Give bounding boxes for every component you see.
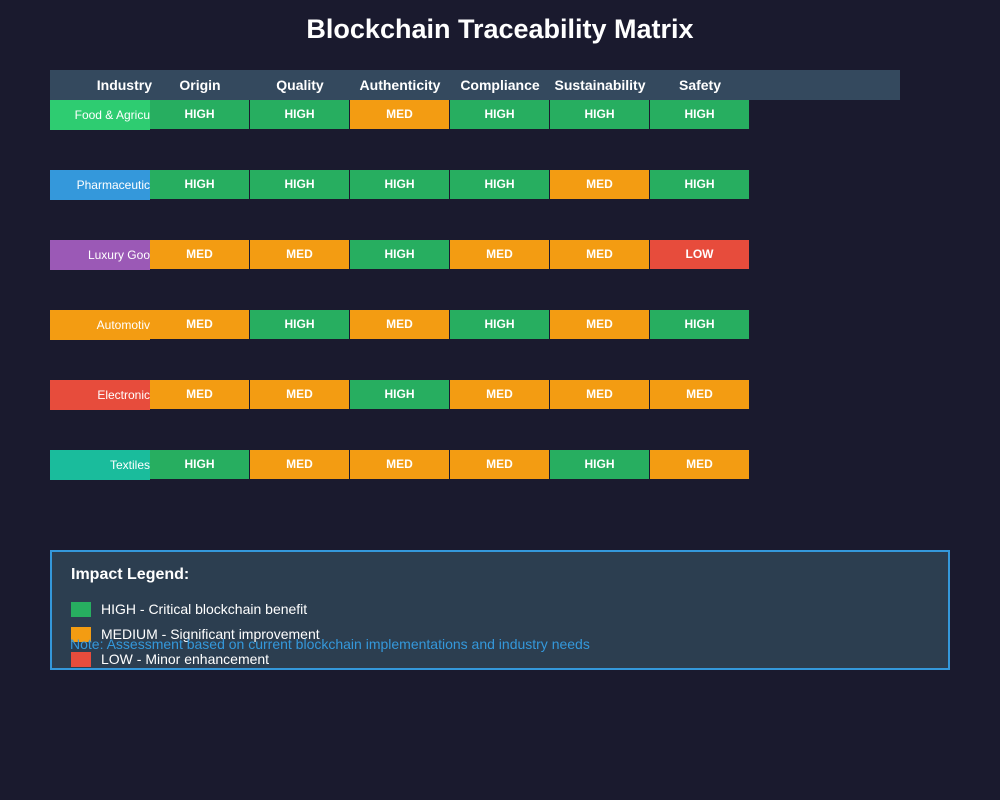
legend-label-low: LOW - Minor enhancement [101,651,270,667]
row-label: Pharmaceutic [50,170,150,200]
matrix-cell: MED [550,310,650,340]
footnote: Note: Assessment based on current blockc… [70,636,590,652]
matrix-cell: MED [250,240,350,270]
matrix-cell: MED [550,380,650,410]
impact-legend: Impact Legend: HIGH - Critical blockchai… [50,550,950,670]
legend-swatch-medium [71,627,91,642]
matrix-header: Industry Origin Quality Authenticity Complia… [50,70,900,100]
matrix-cell: HIGH [550,450,650,480]
matrix-cell: MED [550,240,650,270]
legend-title: Impact Legend: [71,566,190,583]
matrix-cell: HIGH [650,170,750,200]
matrix-cell: HIGH [150,100,250,130]
matrix-cell: HIGH [250,310,350,340]
matrix-cell: LOW [650,240,750,270]
row-label: Textiles [50,450,150,480]
matrix-cell: MED [450,380,550,410]
column-header-authenticity: Authenticity [359,77,441,93]
matrix-cell: HIGH [650,310,750,340]
column-header-sustainability: Sustainability [554,77,646,93]
matrix-cell: HIGH [150,450,250,480]
row-label: Automotiv [50,310,150,340]
matrix-cell: HIGH [350,240,450,270]
column-header-origin: Origin [179,77,221,93]
matrix-cell: HIGH [250,170,350,200]
matrix-cell: HIGH [450,100,550,130]
matrix-cell: MED [450,240,550,270]
matrix-cell: HIGH [650,100,750,130]
matrix-cell: MED [150,310,250,340]
chart-title: Blockchain Traceability Matrix [306,14,694,44]
row-label: Food & Agricu [50,100,150,130]
matrix-cell: HIGH [250,100,350,130]
matrix-cell: HIGH [550,100,650,130]
matrix-cell: MED [250,450,350,480]
column-header-industry: Industry [96,77,152,93]
matrix-cell: HIGH [150,170,250,200]
matrix-cell: MED [450,450,550,480]
matrix-cell: MED [350,450,450,480]
legend-swatch-low [71,652,91,667]
matrix-cell: MED [350,100,450,130]
matrix-cell: HIGH [350,170,450,200]
matrix-cell: HIGH [450,310,550,340]
legend-label-medium: MEDIUM - Significant improvement [101,626,320,642]
column-header-safety: Safety [678,77,722,93]
matrix-cell: MED [250,380,350,410]
matrix-cell: MED [550,170,650,200]
legend-label-high: HIGH - Critical blockchain benefit [101,601,308,617]
matrix-cell: MED [650,380,750,410]
matrix-cell: MED [650,450,750,480]
legend-swatch-high [71,602,91,617]
column-header-quality: Quality [276,77,324,93]
row-label: Luxury Goo [50,240,150,270]
matrix-cell: MED [350,310,450,340]
matrix-cell: MED [150,380,250,410]
matrix-cell: HIGH [350,380,450,410]
matrix-cell: MED [150,240,250,270]
row-label: Electronic [50,380,150,410]
column-header-compliance: Compliance [460,77,540,93]
matrix-cell: HIGH [450,170,550,200]
